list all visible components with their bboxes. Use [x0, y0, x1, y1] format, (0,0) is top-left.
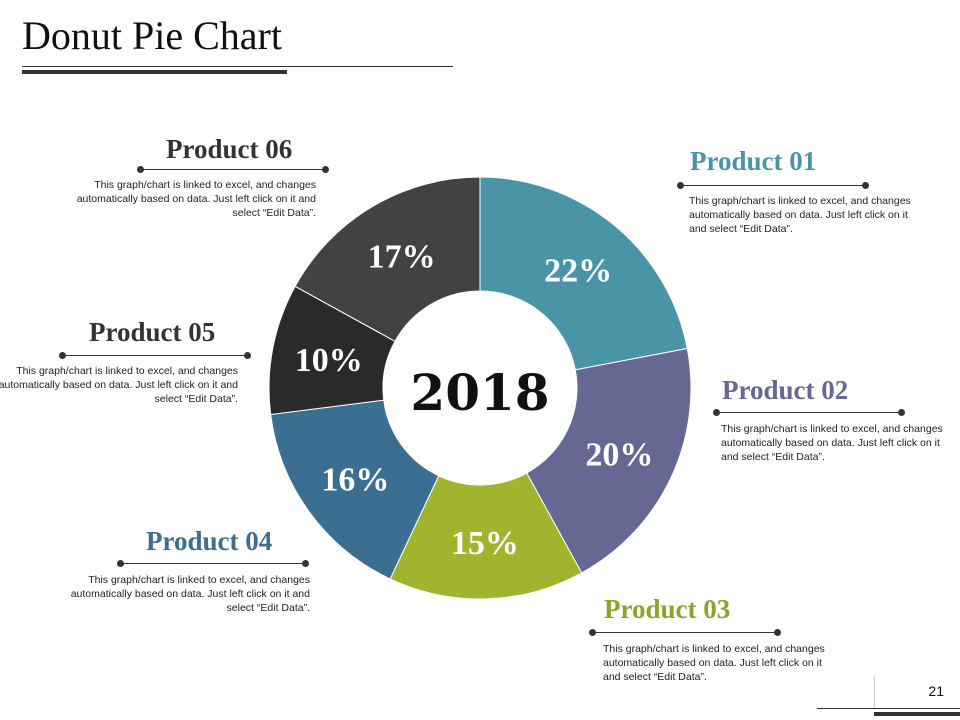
page-title: Donut Pie Chart	[22, 13, 282, 58]
slice-value-label-01: 22%	[544, 252, 612, 289]
title-underline-thin	[22, 66, 453, 67]
donut-slice-02	[526, 347, 692, 574]
leader-dot	[898, 409, 905, 416]
product-03-leader	[589, 629, 781, 636]
slice-value-label-02: 20%	[585, 437, 653, 474]
page-number: 21	[928, 683, 944, 699]
leader-dot	[677, 182, 684, 189]
product-01-label: Product 01	[690, 146, 817, 176]
donut-slice-03	[389, 472, 583, 600]
donut-slice-06	[294, 176, 481, 342]
product-04-leader	[117, 560, 309, 567]
product-05-description: This graph/chart is linked to excel, and…	[0, 365, 238, 405]
donut-slice-01	[479, 176, 688, 371]
leader-dot	[322, 166, 329, 173]
leader-dot	[862, 182, 869, 189]
leader-dot	[244, 352, 251, 359]
product-01-leader	[677, 182, 869, 189]
footer-rule-thick	[874, 712, 960, 716]
product-03-description: This graph/chart is linked to excel, and…	[603, 643, 825, 683]
product-04-description: This graph/chart is linked to excel, and…	[70, 574, 310, 614]
slice-value-label-03: 15%	[451, 525, 519, 562]
product-06-description: This graph/chart is linked to excel, and…	[76, 179, 316, 219]
page-number-box	[874, 676, 960, 708]
leader-dot	[589, 629, 596, 636]
leader-dot	[137, 166, 144, 173]
title-underline-thick	[22, 70, 287, 74]
slice-value-label-06: 17%	[368, 238, 436, 275]
slice-value-label-05: 10%	[295, 342, 363, 379]
footer-rule-thin	[817, 708, 960, 709]
product-02-description: This graph/chart is linked to excel, and…	[721, 423, 943, 463]
leader-dot	[713, 409, 720, 416]
product-02-leader	[713, 409, 905, 416]
product-05-leader	[59, 352, 251, 359]
slice-value-label-04: 16%	[321, 462, 389, 499]
center-year-label: 2018	[410, 363, 549, 422]
product-05-label: Product 05	[89, 317, 216, 347]
leader-dot	[117, 560, 124, 567]
product-01-description: This graph/chart is linked to excel, and…	[689, 195, 911, 235]
product-03-label: Product 03	[604, 594, 731, 624]
donut-slice-04	[270, 399, 440, 580]
product-04-label: Product 04	[146, 526, 273, 556]
leader-dot	[774, 629, 781, 636]
leader-dot	[59, 352, 66, 359]
leader-dot	[302, 560, 309, 567]
product-06-leader	[137, 166, 329, 173]
product-06-label: Product 06	[166, 134, 293, 164]
product-02-label: Product 02	[722, 375, 849, 405]
